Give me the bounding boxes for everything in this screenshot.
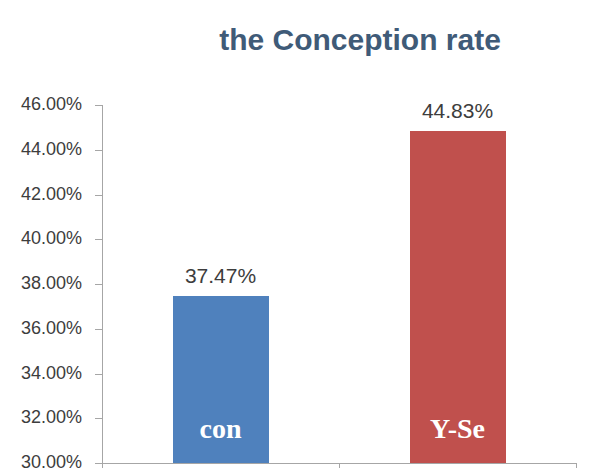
y-tick-label: 40.00% bbox=[0, 228, 82, 249]
bar-con: con bbox=[173, 296, 269, 463]
chart-title: the Conception rate bbox=[120, 23, 600, 57]
x-tick bbox=[102, 463, 103, 468]
y-tick-label: 36.00% bbox=[0, 318, 82, 339]
bar-Y-Se: Y-Se bbox=[410, 131, 506, 463]
y-tick-label: 44.00% bbox=[0, 139, 82, 160]
y-tick-label: 34.00% bbox=[0, 363, 82, 384]
y-tick bbox=[95, 105, 102, 106]
x-tick bbox=[339, 463, 340, 468]
category-label: con bbox=[173, 415, 269, 443]
y-tick bbox=[95, 374, 102, 375]
y-tick bbox=[95, 195, 102, 196]
x-tick bbox=[576, 463, 577, 468]
category-label: Y-Se bbox=[410, 415, 506, 443]
value-label: 37.47% bbox=[156, 263, 286, 289]
y-tick bbox=[95, 329, 102, 330]
y-tick-label: 30.00% bbox=[0, 452, 82, 473]
y-tick-label: 46.00% bbox=[0, 94, 82, 115]
y-tick-label: 32.00% bbox=[0, 407, 82, 428]
y-tick bbox=[95, 239, 102, 240]
value-label: 44.83% bbox=[393, 98, 523, 124]
y-tick-label: 42.00% bbox=[0, 184, 82, 205]
bar-chart: the Conception rate 30.00% 32.00% 34.00% 36… bbox=[0, 0, 600, 475]
y-tick bbox=[95, 150, 102, 151]
y-axis bbox=[102, 105, 103, 463]
y-tick bbox=[95, 418, 102, 419]
y-tick-label: 38.00% bbox=[0, 273, 82, 294]
y-tick bbox=[95, 284, 102, 285]
y-tick bbox=[95, 463, 102, 464]
